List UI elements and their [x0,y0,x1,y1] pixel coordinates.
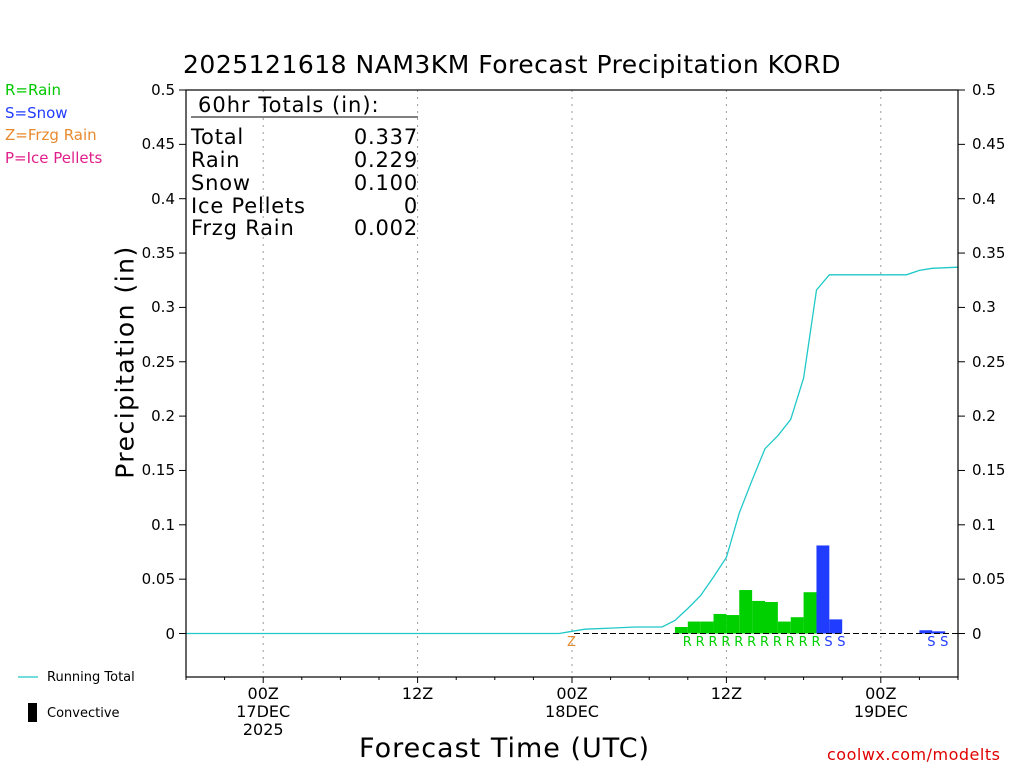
totals-total-value: 0.337 [353,125,418,149]
x-tick-label-0-0: 00Z [247,684,279,703]
y-tick-label-right-0: 0 [972,624,982,643]
ptype-marker-2: R [695,635,705,650]
totals-frzg-rain-label: Frzg Rain [191,216,295,240]
precip-bar-13 [919,630,933,634]
plot-frame [185,89,959,678]
ptype-marker-4: R [721,635,731,650]
y-tick-label-left-5: 0.25 [141,352,175,371]
y-tick-label-right-9: 0.45 [972,135,1006,154]
x-tick-label-3-0: 12Z [710,684,743,703]
precip-bar-2 [700,621,714,634]
precip-bar-3 [713,613,727,634]
ptype-marker-0: Z [567,635,576,650]
precip-bar-9 [790,617,804,634]
x-tick-label-4-1: 19DEC [853,702,908,721]
y-tick-label-left-3: 0.15 [141,461,175,480]
x-tick-label-1-0: 12Z [401,684,434,703]
x-axis-title: Forecast Time (UTC) [359,733,651,764]
legend-rain: R=Rain [5,81,61,99]
precip-bar-1 [687,621,701,634]
legend-ice-pellets: P=Ice Pellets [5,149,103,167]
y-tick-label-right-3: 0.15 [972,461,1006,480]
precip-bar-10 [803,592,817,634]
totals-rain-value: 0.229 [353,148,418,172]
y-tick-label-right-1: 0.05 [972,570,1006,589]
y-tick-label-right-10: 0.5 [972,81,996,99]
y-tick-label-right-2: 0.1 [972,515,996,534]
x-tick-label-2-1: 18DEC [545,702,599,721]
chart-title: 2025121618 NAM3KM Forecast Precipitation… [183,50,841,79]
x-tick-label-4-0: 00Z [865,684,897,703]
precip-bar-5 [739,590,753,634]
ptype-marker-7: R [760,635,770,650]
totals-ice-pellets-value: 0 [403,194,418,218]
y-tick-label-left-0: 0 [165,624,175,643]
ptype-marker-11: R [811,635,821,650]
ptype-marker-1: R [682,635,692,650]
running-total-legend-label: Running Total [47,670,135,685]
precip-bar-6 [752,600,765,634]
ptype-marker-6: R [747,635,757,650]
precip-bar-0 [674,626,688,634]
y-tick-label-right-8: 0.4 [972,189,996,208]
y-tick-label-left-1: 0.05 [141,570,175,589]
y-tick-label-left-8: 0.4 [151,189,175,208]
precip-bar-7 [765,601,778,634]
ptype-marker-13: S [837,635,846,650]
ptype-marker-15: S [940,635,949,650]
totals-frzg-rain-value: 0.002 [353,216,418,240]
legend-frzg-rain: Z=Frzg Rain [5,126,97,144]
y-tick-label-left-4: 0.2 [151,407,175,426]
precip-bar-12 [829,619,843,634]
ptype-marker-12: S [824,635,833,650]
y-tick-label-left-2: 0.1 [151,515,175,534]
totals-snow-value: 0.100 [353,171,418,195]
totals-ice-pellets-label: Ice Pellets [191,194,306,218]
y-tick-label-left-7: 0.35 [141,244,175,263]
precip-bar-14 [932,631,946,634]
y-tick-label-right-5: 0.25 [972,352,1006,371]
convective-legend-swatch [28,703,37,722]
y-tick-label-left-10: 0.5 [151,81,175,99]
precip-bar-11 [816,545,830,634]
y-tick-label-left-6: 0.3 [151,298,175,317]
bars-group [674,545,946,634]
ptype-marker-9: R [785,635,795,650]
totals-header: 60hr Totals (in): [198,93,380,117]
ptype-marker-5: R [734,635,744,650]
precip-bar-4 [726,615,740,634]
y-tick-label-left-9: 0.45 [141,135,175,154]
legend-snow: S=Snow [5,104,68,122]
x-tick-label-0-1: 17DEC [236,702,291,721]
x-tick-label-0-2: 2025 [242,720,284,739]
ptype-marker-14: S [927,635,936,650]
y-tick-label-right-7: 0.35 [972,244,1006,263]
ptype-marker-3: R [708,635,718,650]
precip-bar-8 [777,621,791,634]
axis-ticks [179,89,965,683]
totals-snow-label: Snow [191,171,251,195]
y-tick-label-right-4: 0.2 [972,407,996,426]
totals-total-label: Total [191,125,245,149]
ptype-marker-10: R [798,635,808,650]
ptype-marker-8: R [772,635,782,650]
y-tick-label-right-6: 0.3 [972,298,996,317]
convective-legend-label: Convective [47,706,120,721]
credit-link[interactable]: coolwx.com/modelts [827,745,1001,764]
running-total-line [186,266,959,635]
x-tick-label-2-0: 00Z [556,684,588,703]
totals-rain-label: Rain [191,148,241,172]
